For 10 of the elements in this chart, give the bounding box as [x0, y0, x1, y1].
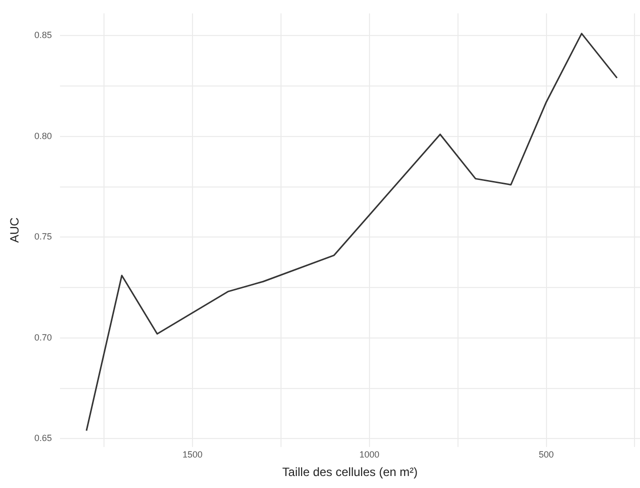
y-tick-label: 0.70	[34, 332, 52, 342]
x-tick-label: 500	[538, 450, 554, 460]
x-tick-label: 1000	[359, 450, 380, 460]
y-tick-label: 0.80	[34, 130, 52, 141]
y-axis-title: AUC	[8, 217, 22, 243]
y-tick-label: 0.75	[34, 232, 52, 242]
x-axis-title: Taille des cellules (en m²)	[282, 465, 418, 480]
y-tick-label: 0.85	[34, 30, 52, 40]
y-tick-label: 0.65	[34, 433, 52, 444]
x-tick-label: 1500	[182, 450, 203, 460]
